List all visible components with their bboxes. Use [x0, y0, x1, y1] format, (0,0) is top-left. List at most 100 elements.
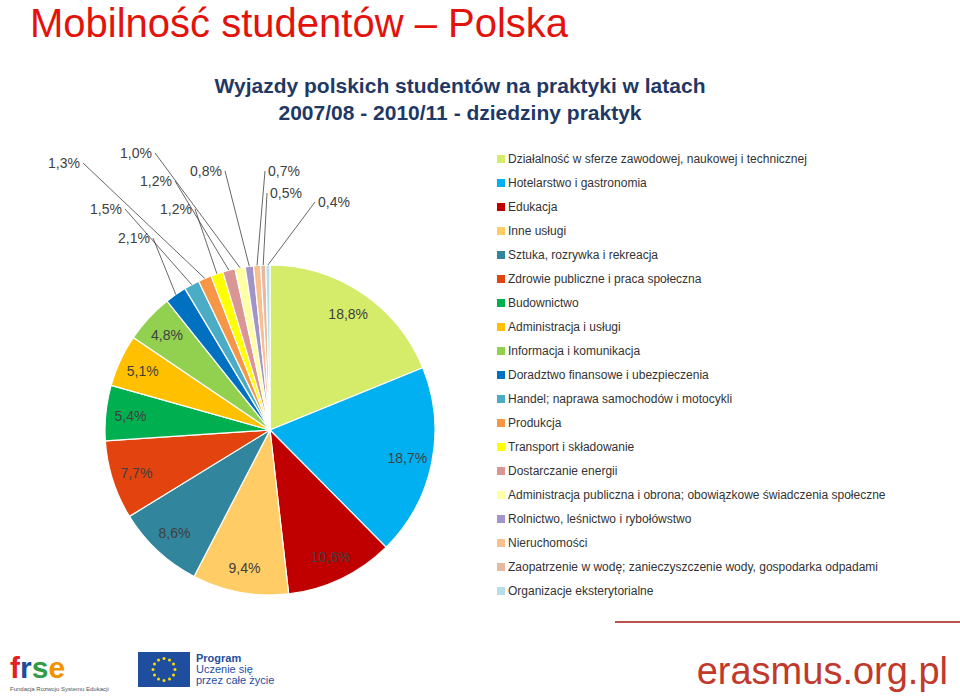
leader-line [155, 153, 240, 268]
legend-swatch [497, 323, 505, 331]
slice [245, 266, 270, 430]
subtitle: Wyjazdy polskich studentów na praktyki w… [215, 74, 706, 97]
footer: frseFundacja Rozwoju Systemu EdukacjiPro… [10, 622, 960, 692]
legend-swatch [497, 299, 505, 307]
eu-star [157, 659, 160, 662]
legend-label: Nieruchomości [508, 536, 587, 550]
frse-letter: r [20, 651, 32, 684]
eu-star [153, 674, 156, 677]
footer-rule [615, 621, 960, 623]
legend-swatch [497, 395, 505, 403]
legend-label: Informacja i komunikacja [508, 344, 640, 358]
legend-label: Organizacje eksterytorialne [508, 584, 654, 598]
legend-label: Doradztwo finansowe i ubezpieczenia [508, 368, 709, 382]
leader-line [268, 202, 315, 265]
data-label: 0,5% [270, 185, 302, 201]
legend-label: Edukacja [508, 200, 558, 214]
eu-flag [138, 652, 190, 687]
eu-star [163, 679, 166, 682]
legend-swatch [497, 587, 505, 595]
legend-swatch [497, 371, 505, 379]
subtitle: 2007/08 - 2010/11 - dziedziny praktyk [278, 101, 641, 124]
slice [270, 430, 386, 594]
eu-star [172, 674, 175, 677]
pie [105, 265, 435, 595]
page: {"chart_data": { "type": "pie", "title":… [0, 0, 960, 700]
title: Mobilność studentów – Polska [30, 1, 569, 45]
eu-star [153, 663, 156, 666]
data-label: 18,7% [388, 450, 428, 466]
leader-line [175, 181, 229, 270]
legend-swatch [497, 347, 505, 355]
site-logo: erasmus.org.pl [697, 650, 948, 692]
data-label: 1,0% [120, 145, 152, 161]
frse-letter: e [48, 651, 65, 684]
legend-label: Rolnictwo, leśnictwo i rybołówstwo [508, 512, 692, 526]
data-label: 5,4% [115, 408, 147, 424]
legend-swatch [497, 443, 505, 451]
eu-star [168, 659, 171, 662]
legend-label: Produkcja [508, 416, 562, 430]
eu-star [172, 663, 175, 666]
data-label: 0,8% [190, 163, 222, 179]
data-label: 1,2% [160, 201, 192, 217]
eu-star [157, 678, 160, 681]
slice [253, 265, 270, 430]
legend-label: Budownictwo [508, 296, 579, 310]
data-label: 4,8% [151, 327, 183, 343]
leader-line [225, 171, 249, 266]
eu-star [174, 668, 177, 671]
data-label: 8,6% [159, 525, 191, 541]
frse-letter: s [32, 651, 49, 684]
slice [266, 265, 270, 430]
leader-line [263, 193, 267, 265]
data-label: 18,8% [328, 306, 368, 322]
legend-label: Administracja i usługi [508, 320, 621, 334]
data-label: 7,7% [120, 465, 152, 481]
frse-logo: frse [10, 651, 65, 684]
leader-line [83, 163, 205, 278]
data-label: 1,3% [48, 155, 80, 171]
legend-label: Zdrowie publiczne i praca społeczna [508, 272, 702, 286]
data-label: 9,4% [229, 560, 261, 576]
legend-swatch [497, 179, 505, 187]
legend-label: Dostarczanie energii [508, 464, 617, 478]
data-label: 1,2% [140, 173, 172, 189]
legend-label: Hotelarstwo i gastronomia [508, 176, 647, 190]
program-text: przez całe życie [196, 674, 274, 686]
legend-label: Działalność w sferze zawodowej, naukowej… [508, 152, 807, 166]
legend-label: Transport i składowanie [508, 440, 635, 454]
eu-star [163, 657, 166, 660]
data-label: 5,1% [127, 363, 159, 379]
data-label: 1,5% [90, 201, 122, 217]
data-labels: 18,8%18,7%10,6%9,4%8,6%7,7%5,4%5,1%4,8%2… [48, 145, 427, 576]
data-label: 0,7% [268, 163, 300, 179]
legend-swatch [497, 467, 505, 475]
legend-swatch [497, 491, 505, 499]
legend-label: Inne usługi [508, 224, 566, 238]
legend: Działalność w sferze zawodowej, naukowej… [497, 152, 886, 598]
legend-swatch [497, 275, 505, 283]
legend-label: Sztuka, rozrywka i rekreacja [508, 248, 658, 262]
frse-name: Fundacja Rozwoju Systemu Edukacji [10, 686, 109, 692]
legend-swatch [497, 515, 505, 523]
legend-label: Handel; naprawa samochodów i motocykli [508, 392, 732, 406]
data-label: 10,6% [311, 549, 351, 565]
slice [261, 265, 270, 430]
leader-line [195, 209, 217, 274]
legend-swatch [497, 203, 505, 211]
eu-star [152, 668, 155, 671]
chart: Mobilność studentów – Polska Wyjazdy pols… [0, 0, 960, 700]
data-label: 0,4% [318, 194, 350, 210]
slice [105, 430, 270, 516]
legend-swatch [497, 251, 505, 259]
leader-line [153, 238, 176, 295]
legend-swatch [497, 155, 505, 163]
legend-swatch [497, 539, 505, 547]
legend-swatch [497, 419, 505, 427]
eu-star [168, 678, 171, 681]
legend-swatch [497, 227, 505, 235]
leader-line [125, 209, 192, 285]
legend-label: Administracja publiczna i obrona; obowią… [508, 488, 886, 502]
legend-label: Zaopatrzenie w wodę; zanieczyszczenie wo… [508, 560, 878, 574]
